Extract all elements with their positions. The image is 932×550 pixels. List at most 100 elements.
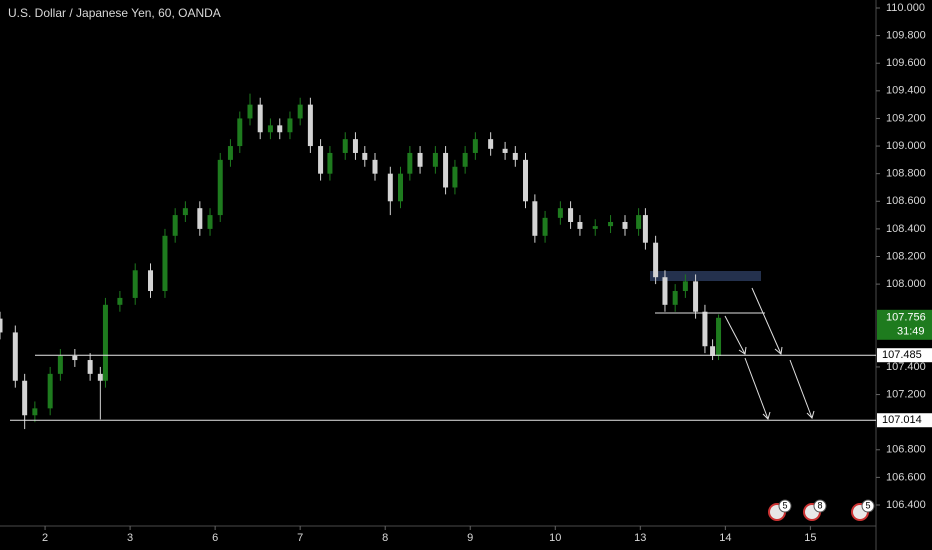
level-label: 107.485 bbox=[882, 349, 922, 361]
event-count: 5 bbox=[782, 500, 787, 510]
candle-body bbox=[693, 281, 699, 312]
x-tick-label: 13 bbox=[634, 532, 646, 544]
x-tick-label: 6 bbox=[212, 532, 218, 544]
candle-body bbox=[257, 104, 263, 133]
candle-body bbox=[102, 304, 108, 381]
candle-body bbox=[148, 270, 154, 292]
candle-body bbox=[162, 235, 168, 292]
countdown-label: 31:49 bbox=[897, 326, 925, 338]
y-tick-label: 107.400 bbox=[886, 361, 926, 373]
arrow-head bbox=[738, 346, 747, 355]
y-tick-label: 107.200 bbox=[886, 388, 926, 400]
candle-body bbox=[642, 215, 648, 243]
candle-body bbox=[87, 360, 93, 374]
y-tick-label: 108.000 bbox=[886, 278, 926, 290]
y-tick-label: 106.800 bbox=[886, 444, 926, 456]
last-price-box bbox=[877, 309, 932, 340]
candle-body bbox=[716, 317, 722, 356]
candle-body bbox=[532, 201, 538, 236]
candle-body bbox=[318, 146, 324, 174]
candle-body bbox=[0, 318, 3, 333]
x-tick-label: 3 bbox=[127, 532, 133, 544]
candle-body bbox=[197, 208, 203, 229]
event-count: 8 bbox=[817, 500, 822, 510]
x-tick-label: 7 bbox=[297, 532, 303, 544]
y-tick-label: 106.600 bbox=[886, 471, 926, 483]
candle-body bbox=[372, 159, 378, 174]
y-tick-label: 110.000 bbox=[886, 2, 925, 14]
arrow-head bbox=[774, 346, 783, 355]
y-tick-label: 109.200 bbox=[886, 112, 926, 124]
candle-body bbox=[710, 346, 716, 356]
x-tick-label: 2 bbox=[42, 532, 48, 544]
y-tick-label: 108.600 bbox=[886, 195, 926, 207]
candle-body bbox=[557, 208, 563, 218]
candle-body bbox=[512, 152, 518, 160]
candle-body bbox=[472, 139, 478, 153]
candle-body bbox=[352, 139, 358, 153]
candle-body bbox=[117, 297, 123, 305]
y-tick-label: 109.800 bbox=[886, 30, 926, 42]
event-badge bbox=[778, 499, 792, 513]
candle-body bbox=[47, 373, 53, 409]
last-price-label: 107.756 bbox=[886, 312, 926, 324]
level-label-box bbox=[877, 413, 932, 428]
candle-body bbox=[297, 104, 303, 119]
x-tick-label: 8 bbox=[382, 532, 388, 544]
candle-body bbox=[398, 173, 404, 202]
candle-body bbox=[207, 215, 213, 229]
chart-title: U.S. Dollar / Japanese Yen, 60, OANDA bbox=[8, 6, 221, 20]
candle-body bbox=[277, 125, 283, 133]
y-tick-label: 109.400 bbox=[886, 85, 926, 97]
candle-body bbox=[97, 373, 103, 381]
candle-body bbox=[636, 215, 642, 229]
x-tick-label: 10 bbox=[549, 532, 561, 544]
candle-body bbox=[172, 215, 178, 236]
event-badge bbox=[813, 499, 827, 513]
plot bbox=[0, 93, 761, 430]
candle-body bbox=[362, 152, 368, 160]
candle-body bbox=[307, 104, 313, 147]
candle-body bbox=[577, 221, 583, 229]
candle-body bbox=[237, 118, 243, 147]
level-label: 107.014 bbox=[882, 414, 922, 426]
candle-body bbox=[407, 152, 413, 174]
candle-body bbox=[502, 148, 508, 153]
candle-body bbox=[387, 173, 393, 202]
candle-body bbox=[622, 221, 628, 229]
candle-body bbox=[267, 125, 273, 133]
candle-body bbox=[227, 146, 233, 160]
candle-body bbox=[72, 355, 78, 361]
arrow bbox=[724, 315, 746, 355]
candle-body bbox=[542, 217, 548, 236]
candle-body bbox=[672, 291, 678, 305]
candle-body bbox=[287, 118, 293, 133]
candle-body bbox=[132, 270, 138, 298]
arrow bbox=[789, 359, 813, 419]
y-tick-label: 106.400 bbox=[886, 499, 926, 511]
candle-body bbox=[217, 159, 223, 216]
x-tick-label: 14 bbox=[719, 532, 731, 544]
candle-body bbox=[57, 355, 63, 374]
candle-body bbox=[342, 139, 348, 153]
candle-body bbox=[608, 221, 614, 227]
arrow bbox=[751, 287, 782, 355]
y-tick-label: 108.400 bbox=[886, 223, 926, 235]
candle-body bbox=[417, 152, 423, 167]
candle-body bbox=[12, 332, 18, 381]
zone bbox=[650, 271, 761, 281]
y-tick-label: 109.000 bbox=[886, 140, 926, 152]
candle-body bbox=[432, 152, 438, 167]
candle-body bbox=[702, 311, 708, 347]
level-label-box bbox=[877, 348, 932, 363]
candle-body bbox=[247, 104, 253, 119]
candle-body bbox=[682, 281, 688, 292]
candle-body bbox=[182, 208, 188, 216]
x-tick-label: 9 bbox=[467, 532, 473, 544]
arrow-head bbox=[806, 410, 815, 419]
arrow-head bbox=[762, 411, 771, 420]
candle-body bbox=[452, 166, 458, 188]
event-count: 5 bbox=[865, 500, 870, 510]
